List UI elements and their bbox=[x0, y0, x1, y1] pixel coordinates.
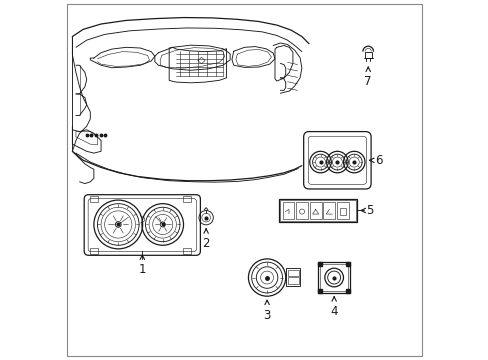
Bar bbox=[287, 270, 298, 276]
Text: 3: 3 bbox=[263, 309, 270, 322]
Text: 7: 7 bbox=[364, 75, 371, 88]
Bar bbox=[282, 202, 294, 219]
Bar bbox=[309, 202, 321, 219]
Bar bbox=[280, 201, 355, 221]
Bar bbox=[317, 262, 349, 293]
Bar bbox=[296, 202, 307, 219]
Bar bbox=[323, 202, 335, 219]
Text: 6: 6 bbox=[374, 154, 382, 167]
Bar bbox=[287, 277, 298, 284]
Bar bbox=[339, 208, 346, 215]
Bar bbox=[89, 248, 98, 254]
Text: 1: 1 bbox=[138, 263, 146, 276]
Bar bbox=[364, 51, 371, 58]
Bar bbox=[183, 248, 191, 254]
Text: 5: 5 bbox=[366, 204, 373, 217]
Bar bbox=[183, 196, 191, 202]
Bar bbox=[89, 196, 98, 202]
Text: 4: 4 bbox=[330, 305, 337, 318]
Bar bbox=[278, 199, 356, 222]
Bar bbox=[319, 264, 348, 291]
Bar bbox=[336, 202, 348, 219]
Bar bbox=[286, 268, 300, 286]
Text: 2: 2 bbox=[202, 237, 209, 250]
